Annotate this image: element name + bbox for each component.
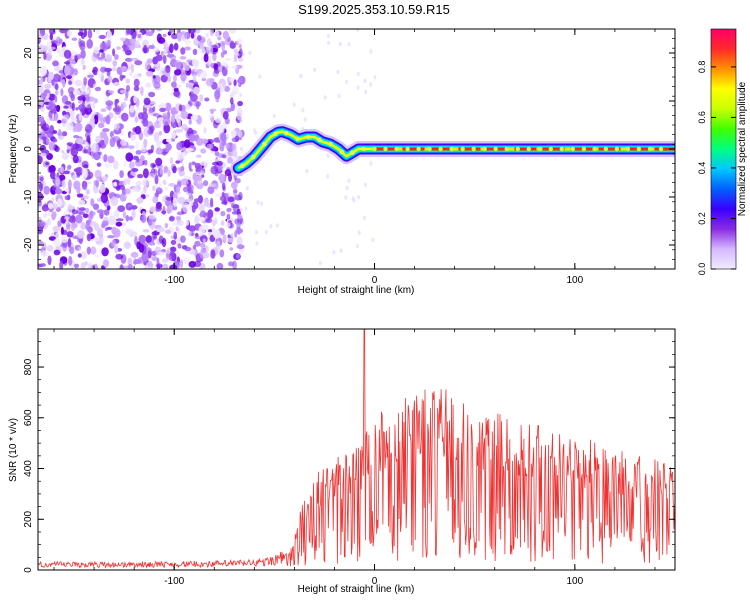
colorbar-tick-label: 0.0 — [697, 263, 707, 276]
x-tick-label: -100 — [164, 275, 184, 286]
y-tick-label: 600 — [23, 409, 34, 426]
y-tick-label: 0 — [23, 567, 34, 573]
snr-x-ticks: -100 0 100 — [53, 329, 656, 587]
colorbar-tick-label: 0.6 — [697, 111, 707, 124]
colorbar-tick-label: 0.4 — [697, 162, 707, 175]
x-tick-label: 100 — [566, 576, 583, 587]
snr-y-ticks: 0 200 400 600 800 — [23, 328, 675, 573]
x-tick-label: 0 — [372, 576, 378, 587]
figure-title: S199.2025.353.10.59.R15 — [298, 2, 450, 17]
colorbar-label: Normalized spectral amplitude — [737, 81, 748, 216]
spectrogram-y-ticks: -20 -10 0 10 20 — [23, 28, 675, 270]
x-tick-label: 0 — [372, 275, 378, 286]
colorbar-ticks: 0.0 0.2 0.4 0.6 0.8 — [697, 61, 736, 276]
colorbar-tick-label: 0.8 — [697, 61, 707, 74]
y-tick-label: 10 — [23, 95, 34, 107]
snr-series-line — [38, 329, 675, 569]
spectrogram-ridge — [230, 123, 675, 177]
y-tick-label: 0 — [23, 146, 34, 152]
spectrogram-y-axis-label: Frequency (Hz) — [8, 115, 19, 184]
y-tick-label: -10 — [23, 189, 34, 204]
colorbar-tick-label: 0.2 — [697, 212, 707, 225]
colorbar: 0.0 0.2 0.4 0.6 0.8 Normalized spectral ampl… — [697, 28, 748, 276]
x-tick-label: -100 — [164, 576, 184, 587]
spectrogram-plot-area — [38, 29, 675, 269]
snr-plot-area — [38, 329, 675, 569]
y-tick-label: 20 — [23, 47, 34, 59]
spectrogram-x-ticks: -100 0 100 — [53, 29, 656, 286]
colorbar-gradient — [710, 28, 737, 270]
spectrogram-x-axis-label: Height of straight line (km) — [298, 285, 415, 296]
y-tick-label: -20 — [23, 237, 34, 252]
y-tick-label: 800 — [23, 358, 34, 375]
x-tick-label: 100 — [566, 275, 583, 286]
snr-y-axis-label: SNR (10 * v/v) — [8, 418, 19, 482]
snr-frame — [37, 328, 676, 571]
y-tick-label: 200 — [23, 510, 34, 527]
snr-panel: -100 0 100 0 200 400 600 800 Height of straigh… — [8, 328, 676, 595]
y-tick-label: 400 — [23, 460, 34, 477]
spectrogram-noise — [38, 29, 377, 269]
snr-x-axis-label: Height of straight line (km) — [298, 584, 415, 595]
